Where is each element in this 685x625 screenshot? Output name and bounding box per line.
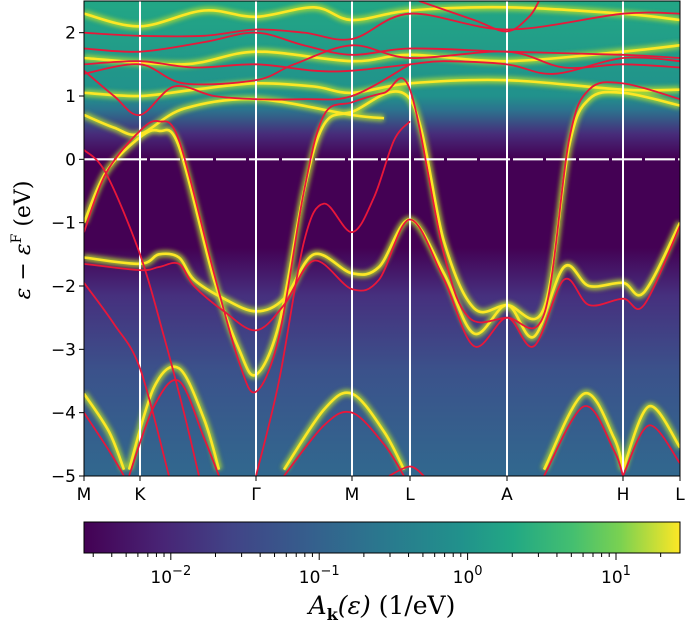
dft-band-14 bbox=[543, 405, 624, 476]
x-tick-label-M: M bbox=[345, 485, 360, 505]
colorbar-tick-base: 10 bbox=[299, 568, 321, 588]
dft-band-15 bbox=[622, 424, 680, 476]
dft-band-4 bbox=[84, 282, 170, 476]
dft-band-7 bbox=[255, 120, 411, 476]
colorbar-tick-label: 100 bbox=[453, 564, 483, 588]
colorbar-tick-exp: 1 bbox=[623, 564, 631, 579]
colorbar-tick-base: 10 bbox=[453, 568, 475, 588]
plot-background bbox=[84, 1, 680, 476]
y-tick-label: −5 bbox=[51, 467, 76, 487]
dft-band-6 bbox=[283, 410, 405, 476]
spectral-band-19 bbox=[84, 392, 126, 471]
colorbar-tick-exp: 0 bbox=[474, 564, 482, 579]
spectral-band-22 bbox=[542, 392, 625, 471]
y-tick-label: −4 bbox=[51, 404, 76, 424]
spectral-band-24 bbox=[84, 78, 680, 98]
colorbar-label: Ak(ε) (1/eV) bbox=[307, 591, 456, 624]
dft-band-2 bbox=[84, 218, 680, 348]
x-tick-label-Γ: Γ bbox=[251, 485, 261, 505]
dft-band-9 bbox=[84, 56, 680, 75]
colorbar-tick-label: 101 bbox=[601, 564, 631, 588]
dft-band-3 bbox=[84, 412, 125, 476]
x-tick-label-L: L bbox=[405, 485, 415, 505]
x-tick-label-K: K bbox=[134, 485, 146, 505]
dft-band-10 bbox=[84, 31, 680, 59]
y-tick-label: −1 bbox=[51, 214, 76, 234]
x-tick-label-L: L bbox=[675, 485, 685, 505]
dft-band-8 bbox=[84, 63, 411, 116]
y-tick-label: −2 bbox=[51, 277, 76, 297]
spectral-band-27 bbox=[84, 5, 680, 28]
colorbar-tick-exp: −1 bbox=[320, 564, 339, 579]
dft-band-11 bbox=[84, 11, 680, 41]
y-axis-label: ε − εF (eV) bbox=[9, 181, 36, 300]
dft-band-1 bbox=[84, 149, 200, 476]
x-tick-label-M: M bbox=[77, 485, 92, 505]
plot-frame bbox=[83, 0, 681, 477]
dft-band-5 bbox=[128, 379, 220, 476]
x-tick-label-A: A bbox=[501, 485, 513, 505]
colorbar-tick-base: 10 bbox=[601, 568, 623, 588]
colorbar-tick-base: 10 bbox=[150, 568, 172, 588]
colorbar-tick-label: 10−1 bbox=[299, 564, 340, 588]
dft-band-0 bbox=[84, 77, 680, 394]
colorbar-tick-label: 10−2 bbox=[150, 564, 191, 588]
y-tick-label: −3 bbox=[51, 340, 76, 360]
y-tick-label: 2 bbox=[65, 24, 76, 44]
colorbar bbox=[83, 521, 681, 554]
dft-band-12 bbox=[84, 44, 680, 86]
x-tick-label-H: H bbox=[617, 485, 630, 505]
colorbar-tick-exp: −2 bbox=[172, 564, 191, 579]
y-tick-label: 0 bbox=[65, 150, 76, 170]
dft-band-16 bbox=[388, 465, 425, 476]
dft-band-13 bbox=[418, 1, 540, 33]
spectral-band-23 bbox=[621, 405, 680, 471]
spectral-band-20 bbox=[127, 365, 221, 471]
y-tick-label: 1 bbox=[65, 87, 76, 107]
spectral-band-18 bbox=[84, 218, 680, 339]
